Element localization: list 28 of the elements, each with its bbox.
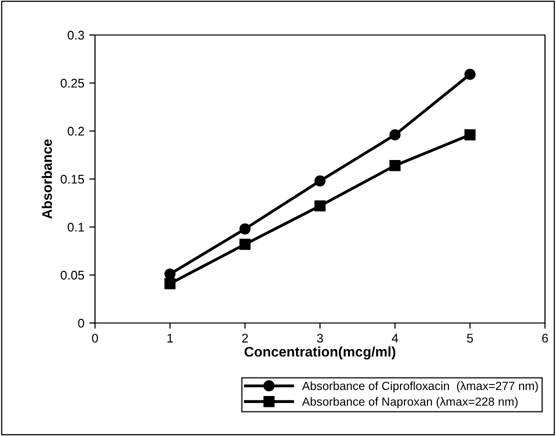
x-tick-label: 5 xyxy=(467,334,473,343)
point xyxy=(164,278,176,290)
x-tick-label: 4 xyxy=(392,334,398,342)
y-tick-label: 0.1 xyxy=(68,222,84,232)
y-axis-title: Absorbance xyxy=(42,139,52,219)
x-tick-label: 0 xyxy=(92,334,98,343)
point xyxy=(164,268,176,280)
y-tick-label: 0.3 xyxy=(68,30,84,40)
point xyxy=(464,129,476,140)
y-tick-label: 0.2 xyxy=(68,126,84,136)
point xyxy=(389,129,401,140)
x-tick-label: 3 xyxy=(317,334,323,343)
point xyxy=(464,68,476,80)
point xyxy=(239,223,251,234)
x-axis-title: Concentration(mcg/ml) xyxy=(244,346,396,360)
legend-label: Absorbance of Naproxan (λmax=228 nm) xyxy=(302,397,518,408)
point xyxy=(314,200,326,212)
point xyxy=(239,238,251,250)
x-tick-label: 6 xyxy=(542,334,548,343)
y-tick-label: 0.25 xyxy=(60,78,84,88)
legend-label: Absorbance of Ciprofloxacin (λmax=277 nm) xyxy=(302,381,538,392)
y-tick-label: 0 xyxy=(78,318,84,328)
point xyxy=(389,160,401,172)
x-tick-label: 2 xyxy=(242,334,248,342)
y-tick-label: 0.15 xyxy=(60,174,84,184)
x-tick-label: 1 xyxy=(167,334,173,342)
y-tick-label: 0.05 xyxy=(60,270,84,280)
point xyxy=(314,175,326,186)
